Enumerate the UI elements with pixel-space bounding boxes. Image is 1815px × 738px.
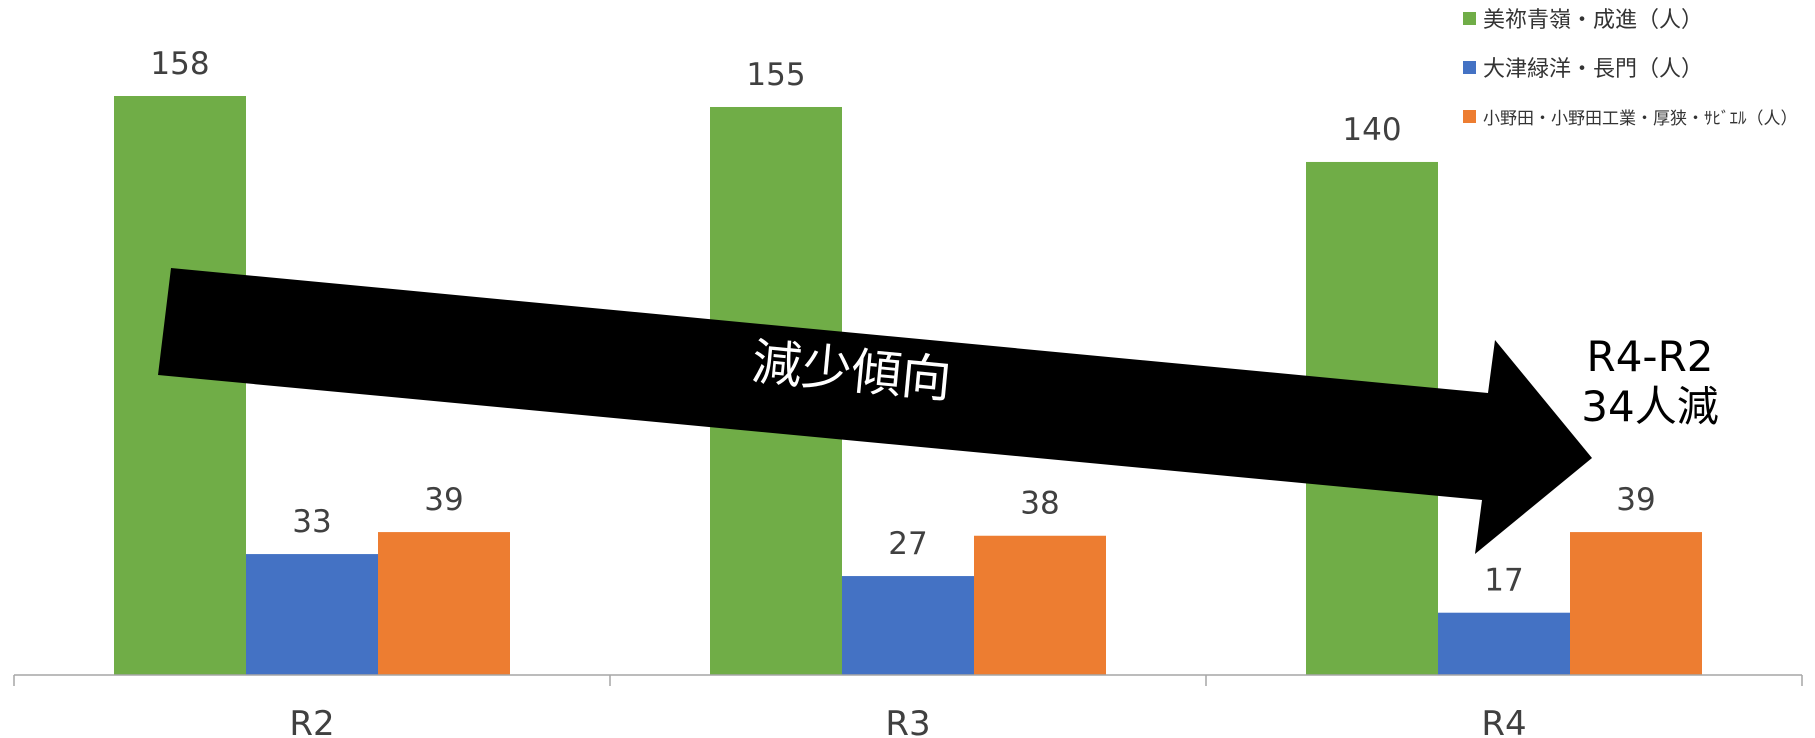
callout-line-1: R4-R2	[1586, 332, 1714, 381]
trend-arrow-shape	[158, 268, 1592, 554]
callout-line-2: 34人減	[1581, 382, 1719, 431]
data-labels-layer: 158 33 39 155 27 38 140 17 39	[150, 46, 1655, 599]
legend-label-series-2: 大津緑洋・長門（人）	[1483, 57, 1704, 82]
data-label-R3-series-1: 155	[746, 57, 805, 93]
data-label-R2-series-3: 39	[424, 482, 463, 518]
bar-R4-series-2	[1438, 612, 1570, 675]
x-tick-label-R4: R4	[1481, 704, 1526, 738]
bar-R3-series-2	[842, 576, 974, 675]
bar-R3-series-3	[974, 535, 1106, 675]
data-label-R3-series-3: 38	[1020, 486, 1059, 522]
x-tick-label-R3: R3	[885, 704, 930, 738]
data-label-R4-series-2: 17	[1484, 563, 1523, 599]
data-label-R4-series-3: 39	[1616, 482, 1655, 518]
trend-arrow: 減少傾向	[158, 268, 1592, 554]
data-label-R2-series-2: 33	[292, 504, 331, 540]
reduction-callout: R4-R2 34人減	[1560, 332, 1740, 432]
bar-R2-series-1	[114, 96, 246, 675]
bars-layer	[114, 96, 1702, 676]
legend-item-series-3: 小野田・小野田工業・厚狭・ｻﾋﾞｴﾙ（人）	[1463, 104, 1798, 129]
legend-label-series-3: 小野田・小野田工業・厚狭・ｻﾋﾞｴﾙ（人）	[1483, 108, 1798, 129]
legend-swatch-series-3	[1463, 109, 1476, 123]
bar-R2-series-3	[378, 532, 510, 675]
bar-R2-series-2	[246, 554, 378, 675]
legend-swatch-series-1	[1463, 11, 1476, 25]
legend: 美祢青嶺・成進（人） 大津緑洋・長門（人） 小野田・小野田工業・厚狭・ｻﾋﾞｴﾙ…	[1463, 6, 1798, 153]
legend-swatch-series-2	[1463, 60, 1476, 74]
bar-R4-series-3	[1570, 532, 1702, 675]
x-tick-label-R2: R2	[289, 704, 334, 738]
legend-item-series-2: 大津緑洋・長門（人）	[1463, 55, 1798, 82]
data-label-R4-series-1: 140	[1342, 112, 1401, 148]
legend-label-series-1: 美祢青嶺・成進（人）	[1483, 8, 1704, 33]
x-axis: R2 R3 R4	[13, 674, 1803, 738]
legend-item-series-1: 美祢青嶺・成進（人）	[1463, 6, 1798, 33]
data-label-R3-series-2: 27	[888, 526, 927, 562]
data-label-R2-series-1: 158	[150, 46, 209, 82]
